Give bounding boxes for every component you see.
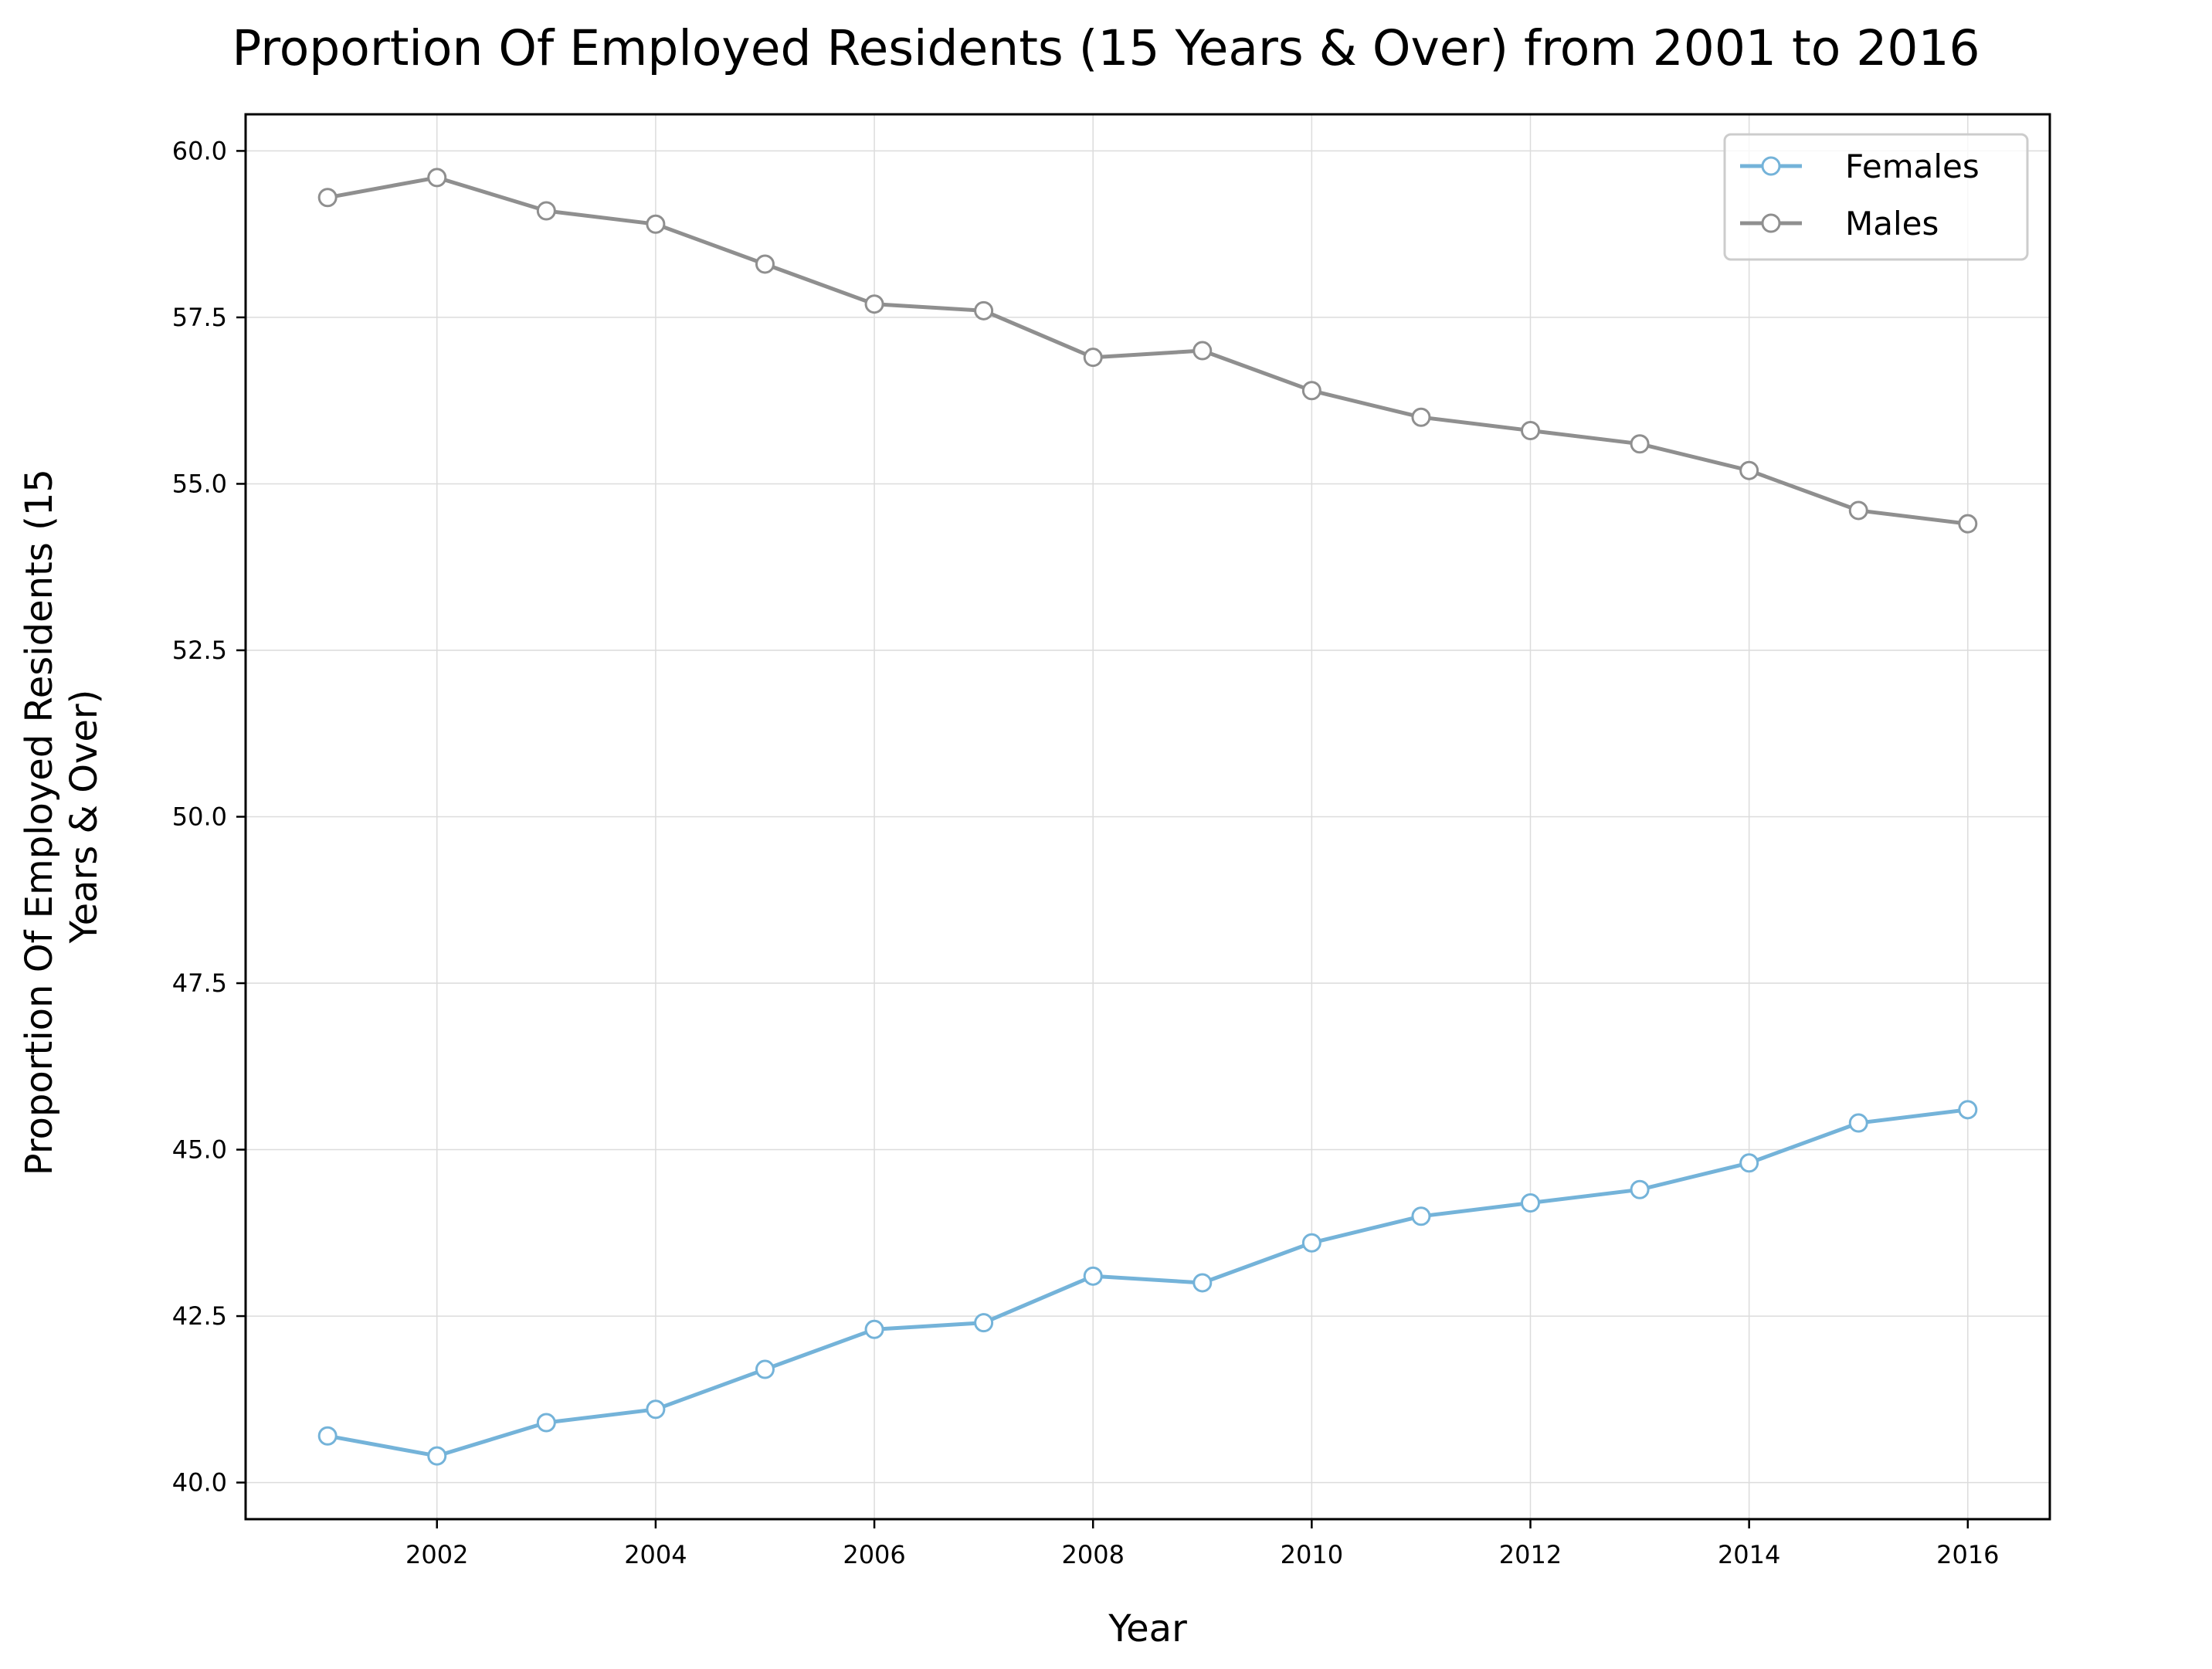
series-layer — [317, 168, 1978, 1466]
series-line-males — [327, 175, 1969, 526]
x-axis-label: Year — [1108, 1607, 1187, 1650]
y-tick-label: 42.5 — [172, 1301, 227, 1331]
x-tick-label: 2016 — [1936, 1540, 1999, 1569]
y-tick-label: 47.5 — [172, 968, 227, 998]
x-tick-label: 2010 — [1281, 1540, 1343, 1569]
data-point-females — [646, 1399, 666, 1420]
data-point-females — [1958, 1100, 1978, 1120]
y-axis-label-line-1: Proportion Of Employed Residents (15 — [18, 469, 61, 1175]
x-tick-label: 2004 — [624, 1540, 687, 1569]
data-point-males — [974, 300, 994, 321]
data-point-females — [1411, 1206, 1431, 1226]
x-tick-label: 2014 — [1718, 1540, 1780, 1569]
data-point-males — [1083, 348, 1103, 368]
x-tick-label: 2002 — [405, 1540, 468, 1569]
x-tick-label: 2008 — [1061, 1540, 1124, 1569]
data-point-females — [317, 1426, 338, 1446]
data-point-females — [427, 1446, 447, 1466]
y-tick-label: 55.0 — [172, 469, 227, 498]
y-tick-label: 52.5 — [172, 636, 227, 665]
data-point-females — [1193, 1273, 1213, 1293]
data-point-males — [755, 254, 775, 274]
data-point-males — [1521, 420, 1541, 440]
data-point-females — [864, 1319, 884, 1339]
data-point-females — [1630, 1179, 1650, 1199]
legend-label-males: Males — [1845, 205, 1939, 243]
legend-marker-males — [1761, 213, 1781, 233]
legend-marker-females — [1761, 156, 1781, 176]
y-tick-label: 57.5 — [172, 303, 227, 332]
data-point-males — [1848, 500, 1868, 521]
data-point-males — [864, 294, 884, 314]
data-point-males — [1411, 407, 1431, 427]
y-axis-label-group: Proportion Of Employed Residents (15 Yea… — [18, 457, 106, 1175]
data-point-males — [1193, 341, 1213, 361]
data-point-males — [536, 201, 556, 221]
grid-lines — [246, 114, 2050, 1519]
data-point-females — [1521, 1193, 1541, 1213]
data-point-males — [1958, 514, 1978, 534]
y-tick-label: 50.0 — [172, 802, 227, 832]
legend-label-females: Females — [1845, 148, 1980, 185]
series-line-females — [327, 1108, 1969, 1458]
y-tick-label: 60.0 — [172, 136, 227, 165]
y-tick-label: 40.0 — [172, 1468, 227, 1498]
y-axis-label: Proportion Of Employed Residents (15 Yea… — [18, 457, 106, 1175]
data-point-females — [1301, 1233, 1321, 1253]
data-point-females — [1083, 1266, 1103, 1286]
y-tick-label: 45.0 — [172, 1135, 227, 1165]
y-axis-label-line-2: Years & Over) — [63, 690, 106, 945]
data-point-males — [646, 214, 666, 234]
data-point-females — [1739, 1153, 1759, 1173]
data-point-females — [1848, 1113, 1868, 1133]
data-point-males — [1739, 460, 1759, 480]
legend: Females Males — [1723, 133, 2029, 261]
axis-ticks: 2002 2004 2006 2008 2010 2012 2014 2016 40.0 42.5… — [172, 136, 2000, 1569]
data-point-males — [1630, 434, 1650, 454]
chart-title: Proportion Of Employed Residents (15 Yea… — [232, 20, 1980, 76]
x-tick-label: 2006 — [843, 1540, 905, 1569]
data-point-males — [1301, 381, 1321, 401]
data-point-females — [974, 1313, 994, 1333]
data-point-females — [536, 1413, 556, 1433]
data-point-females — [755, 1359, 775, 1379]
data-point-males — [427, 168, 447, 188]
data-point-males — [317, 188, 338, 208]
x-tick-label: 2012 — [1499, 1540, 1562, 1569]
